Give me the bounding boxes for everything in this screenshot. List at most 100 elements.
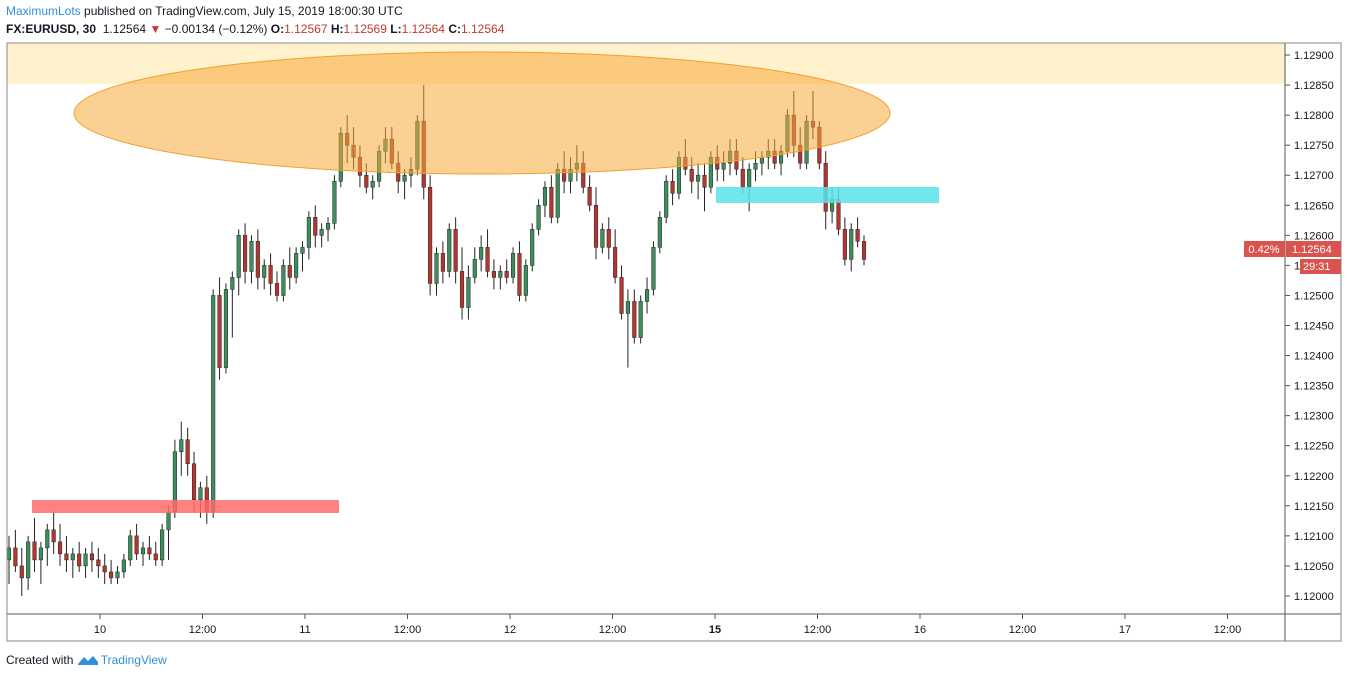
candle bbox=[549, 175, 554, 224]
x-tick-label: 12 bbox=[504, 624, 516, 636]
candle-body-up bbox=[370, 180, 375, 188]
candle-body-up bbox=[211, 295, 216, 513]
author-link[interactable]: MaximumLots bbox=[6, 4, 81, 18]
candle-body-down bbox=[147, 547, 152, 555]
candle bbox=[96, 547, 101, 578]
candle-body-down bbox=[13, 547, 18, 567]
candle bbox=[645, 277, 650, 314]
candle-body-down bbox=[453, 229, 458, 272]
y-tick-label: 1.12900 bbox=[1294, 50, 1334, 62]
candle-body-up bbox=[230, 277, 235, 290]
candle-body-down bbox=[217, 295, 222, 368]
candle-body-up bbox=[160, 529, 165, 561]
time-axis[interactable]: 10 12:00 11 12:00 12 12:00 15 12:00 16 12:00 17 12:… bbox=[94, 614, 1241, 636]
candle bbox=[13, 529, 18, 572]
y-tick-label: 1.12500 bbox=[1294, 290, 1334, 302]
candle-body-down bbox=[491, 271, 496, 278]
candle bbox=[57, 523, 63, 566]
candle-body-down bbox=[702, 174, 707, 188]
candle bbox=[313, 205, 318, 248]
candle-body-up bbox=[651, 247, 656, 290]
candle bbox=[166, 505, 171, 560]
candle-body-down bbox=[191, 463, 197, 501]
candle bbox=[134, 523, 139, 560]
candle-body-up bbox=[657, 217, 662, 248]
y-tick-label: 1.12850 bbox=[1294, 80, 1334, 92]
candle-body-down bbox=[619, 277, 624, 314]
candle bbox=[434, 247, 439, 296]
candle bbox=[32, 517, 37, 572]
candle bbox=[64, 535, 69, 572]
candle-body-up bbox=[447, 229, 452, 272]
candle-body-up bbox=[721, 162, 726, 170]
candle-body-up bbox=[179, 439, 184, 452]
candle bbox=[370, 175, 375, 200]
candle-body-down bbox=[613, 247, 618, 278]
candle-body-down bbox=[842, 229, 847, 260]
candle bbox=[696, 163, 701, 200]
candle-body-down bbox=[593, 205, 599, 248]
x-tick-label: 10 bbox=[94, 624, 106, 636]
candle-body-down bbox=[517, 253, 522, 296]
price-axis[interactable]: 1.12000 1.12050 1.12100 1.12150 1.12200 1.122… bbox=[1285, 50, 1334, 603]
candle bbox=[26, 535, 31, 590]
footer: Created with TradingView bbox=[6, 653, 167, 667]
candle-body-down bbox=[485, 247, 490, 272]
candle-body-up bbox=[536, 205, 541, 230]
candle-body-up bbox=[223, 289, 228, 368]
candle-body-up bbox=[625, 301, 630, 314]
symbol-legend: FX:EURUSD, 30 1.12564 ▼ −0.00134 (−0.12%… bbox=[6, 22, 504, 36]
candle-body-down bbox=[153, 553, 158, 561]
candle-body-up bbox=[466, 277, 471, 308]
candle bbox=[842, 217, 847, 266]
candle-body-down bbox=[855, 229, 860, 242]
candle bbox=[243, 223, 248, 284]
candle-body-down bbox=[740, 168, 745, 188]
candle bbox=[593, 187, 599, 260]
candle bbox=[19, 547, 24, 596]
candle bbox=[428, 175, 433, 296]
candle-body-up bbox=[530, 229, 535, 266]
candle bbox=[613, 229, 618, 284]
candle-body-down bbox=[89, 553, 94, 561]
candle-body-up bbox=[281, 265, 286, 296]
candle bbox=[479, 235, 484, 272]
x-tick-label: 15 bbox=[709, 624, 721, 636]
candle-body-up bbox=[83, 553, 88, 567]
candle bbox=[160, 523, 165, 566]
candle bbox=[294, 247, 299, 284]
candle-body-down bbox=[504, 271, 509, 278]
candle bbox=[115, 565, 120, 584]
candle-body-down bbox=[134, 535, 139, 555]
tradingview-link[interactable]: TradingView bbox=[100, 653, 167, 667]
candle bbox=[45, 523, 50, 566]
down-arrow-icon: ▼ bbox=[149, 22, 162, 36]
candle bbox=[485, 229, 490, 278]
candle bbox=[440, 241, 445, 284]
candle bbox=[306, 211, 311, 260]
symbol-name: FX:EURUSD, 30 bbox=[6, 22, 97, 36]
candle bbox=[670, 169, 675, 206]
y-tick-label: 1.12200 bbox=[1294, 471, 1334, 483]
tradingview-logo-icon bbox=[77, 656, 98, 665]
open-value: 1.12567 bbox=[284, 22, 328, 36]
candle-body-up bbox=[511, 253, 516, 278]
created-with-text: Created with bbox=[6, 653, 74, 667]
chart-border bbox=[6, 42, 1342, 642]
candle-body-up bbox=[523, 265, 528, 296]
candle-body-down bbox=[243, 235, 248, 272]
candle-body-down bbox=[102, 565, 107, 573]
candle-body-up bbox=[849, 229, 854, 260]
x-tick-label: 17 bbox=[1119, 624, 1131, 636]
last-price: 1.12564 bbox=[102, 22, 147, 36]
candle bbox=[230, 271, 235, 338]
resistance-ellipse bbox=[73, 51, 891, 175]
candle-body-up bbox=[70, 553, 75, 561]
y-tick-label: 1.12300 bbox=[1294, 411, 1334, 423]
candle-body-up bbox=[306, 217, 311, 248]
candle bbox=[459, 247, 465, 320]
candle bbox=[51, 511, 56, 554]
candle-body-up bbox=[249, 241, 254, 272]
candle bbox=[619, 265, 624, 320]
